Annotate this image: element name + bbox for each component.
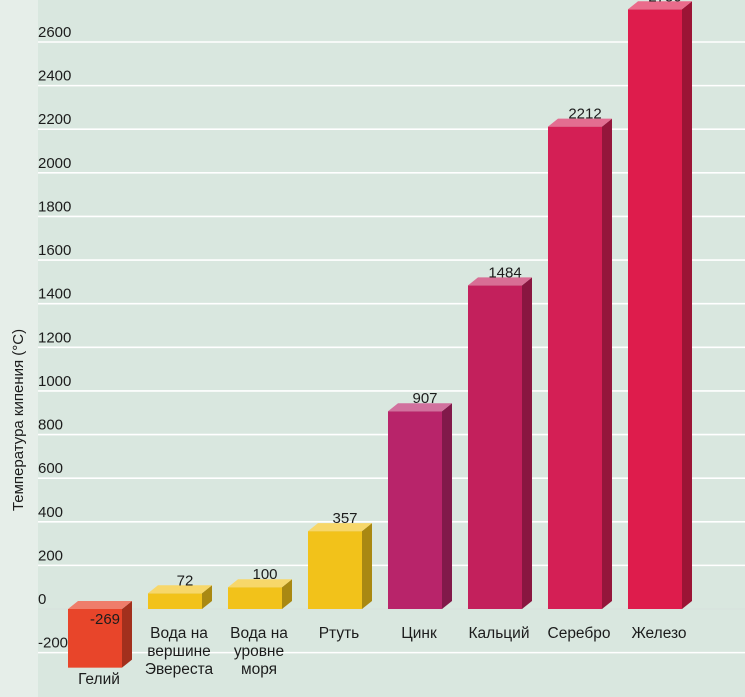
category-label: Железо: [631, 625, 686, 642]
category-label-line: Цинк: [401, 625, 437, 642]
y-tick-label: 1600: [38, 242, 71, 259]
category-label: Ртуть: [319, 625, 360, 642]
bar-top: [468, 277, 532, 286]
category-label-line: вершине: [147, 643, 211, 660]
y-tick-labels: -200 0 200 400 600 800 1000 1200 1400 1600 1800 200…: [38, 24, 71, 652]
bar-front: [148, 593, 202, 609]
value-label: 1484: [488, 264, 521, 281]
bar-front: [388, 411, 442, 609]
category-label-line: Железо: [631, 625, 686, 642]
bar-top: [68, 601, 132, 609]
category-label-line: Гелий: [78, 671, 120, 688]
bar: [308, 523, 372, 609]
y-tick-label: 0: [38, 591, 46, 608]
bar-top: [148, 585, 212, 594]
value-label: 72: [177, 572, 194, 589]
bars: [68, 1, 692, 668]
grid-lines: [38, 41, 745, 654]
category-label: Кальций: [469, 625, 530, 642]
bar-front: [228, 587, 282, 609]
bar: [228, 579, 292, 609]
bar-front: [308, 531, 362, 609]
bar-top: [548, 118, 612, 127]
bar-side: [202, 585, 212, 609]
bar: [388, 403, 452, 609]
y-tick-label: 1200: [38, 329, 71, 346]
bar-top: [228, 579, 292, 588]
bar: [548, 118, 612, 610]
bar-front: [68, 609, 122, 668]
bar-side: [282, 579, 292, 609]
category-label-line: Серебро: [548, 625, 611, 642]
y-tick-label: 400: [38, 504, 63, 521]
bar-side: [682, 1, 692, 610]
bar-front: [468, 285, 522, 609]
bar-front: [548, 126, 602, 610]
category-label-line: Эвереста: [145, 661, 214, 678]
bar: [68, 601, 132, 668]
category-label-line: Кальций: [469, 625, 530, 642]
category-label-line: моря: [241, 661, 277, 678]
category-label: Гелий: [78, 671, 120, 688]
y-tick-label: 800: [38, 417, 63, 434]
bar-side: [122, 601, 132, 668]
y-tick-label: 200: [38, 547, 63, 564]
y-tick-label: 2200: [38, 111, 71, 128]
category-label: Вода на вершине Эвереста: [145, 625, 214, 678]
bar-top: [388, 403, 452, 412]
category-label: Цинк: [401, 625, 437, 642]
category-label-line: уровне: [234, 643, 284, 660]
y-tick-label: 2000: [38, 155, 71, 172]
bar-top: [628, 1, 692, 10]
y-tick-label: 600: [38, 460, 63, 477]
value-label: 100: [252, 566, 277, 583]
bar-top: [308, 523, 372, 532]
bar: [468, 277, 532, 609]
y-axis-title: Температура кипения (°С): [10, 329, 27, 511]
y-tick-label: 1400: [38, 286, 71, 303]
y-tick-label: -200: [38, 635, 68, 652]
category-label-line: Вода на: [150, 625, 208, 642]
bar-side: [362, 523, 372, 609]
value-labels: -269 72 100 357 907 1484 2212 2750: [90, 0, 682, 628]
bar: [628, 1, 692, 610]
y-tick-label: 2400: [38, 68, 71, 85]
category-label: Серебро: [548, 625, 611, 642]
value-label: 907: [412, 390, 437, 407]
category-label-line: Вода на: [230, 625, 288, 642]
value-label: 2212: [568, 106, 601, 123]
bar-side: [602, 118, 612, 610]
y-tick-label: 1800: [38, 198, 71, 215]
bar-front: [628, 9, 682, 610]
category-label-line: Ртуть: [319, 625, 360, 642]
bar-side: [522, 277, 532, 609]
value-label: 357: [332, 510, 357, 527]
bar: [148, 585, 212, 609]
category-label: Вода на уровне моря: [230, 625, 288, 678]
y-tick-label: 2600: [38, 24, 71, 41]
y-tick-label: 1000: [38, 373, 71, 390]
value-label: 2750: [648, 0, 681, 5]
bar-side: [442, 403, 452, 609]
value-label: -269: [90, 611, 120, 628]
